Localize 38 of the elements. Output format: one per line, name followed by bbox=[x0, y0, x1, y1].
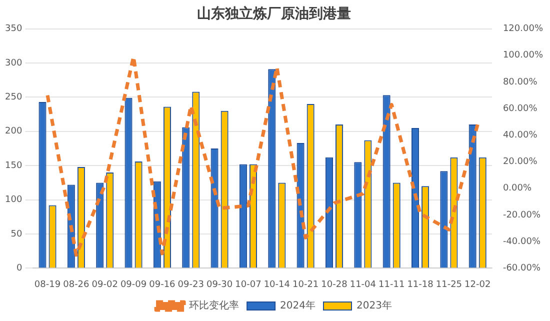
x-tick-label: 09-02 bbox=[92, 280, 118, 290]
y-tick-label: 0 bbox=[16, 264, 22, 274]
y-tick-label: 50 bbox=[10, 229, 22, 240]
x-tick-label: 09-30 bbox=[206, 280, 233, 290]
x-tick-label: 12-02 bbox=[464, 280, 491, 290]
y2-tick-label: 20.00% bbox=[502, 157, 538, 168]
y-tick-label: 250 bbox=[4, 92, 22, 103]
legend-label: 2023年 bbox=[356, 300, 392, 312]
x-tick-label: 10-21 bbox=[292, 280, 319, 290]
y2-tick-label: -20.00% bbox=[502, 210, 541, 220]
y2-tick-label: -40.00% bbox=[502, 236, 541, 247]
y-tick-label: 100 bbox=[4, 195, 22, 206]
x-tick-label: 10-28 bbox=[321, 280, 348, 290]
x-tick-label: 09-23 bbox=[178, 280, 204, 290]
x-tick-label: 11-25 bbox=[436, 280, 462, 290]
x-tick-label: 10-07 bbox=[235, 280, 262, 290]
y2-tick-label: 60.00% bbox=[502, 104, 538, 114]
legend-label: 2024年 bbox=[280, 300, 316, 312]
y-tick-label: 200 bbox=[4, 126, 22, 137]
x-tick-label: 09-09 bbox=[120, 280, 147, 290]
x-tick-label: 08-26 bbox=[63, 280, 90, 290]
chart-title: 山东独立炼厂原油到港量 bbox=[197, 5, 351, 22]
y2-tick-label: 100.00% bbox=[502, 50, 544, 61]
x-tick-label: 11-18 bbox=[407, 280, 434, 290]
x-tick-label: 11-11 bbox=[378, 280, 405, 290]
y2-tick-label: -60.00% bbox=[502, 264, 541, 274]
y-tick-label: 150 bbox=[4, 160, 22, 171]
y2-tick-label: 40.00% bbox=[502, 130, 538, 141]
x-tick-label: 11-04 bbox=[350, 280, 376, 290]
x-tick-label: 08-19 bbox=[34, 280, 61, 290]
y2-tick-label: 120.00% bbox=[502, 24, 544, 34]
x-tick-label: 10-14 bbox=[264, 280, 290, 290]
y-tick-label: 300 bbox=[4, 58, 22, 68]
legend-label: 环比变化率 bbox=[189, 300, 240, 312]
y-tick-label: 350 bbox=[4, 24, 22, 34]
x-tick-label: 09-16 bbox=[149, 280, 176, 290]
y2-tick-label: 80.00% bbox=[502, 77, 538, 88]
y2-tick-label: 0.00% bbox=[502, 184, 532, 194]
